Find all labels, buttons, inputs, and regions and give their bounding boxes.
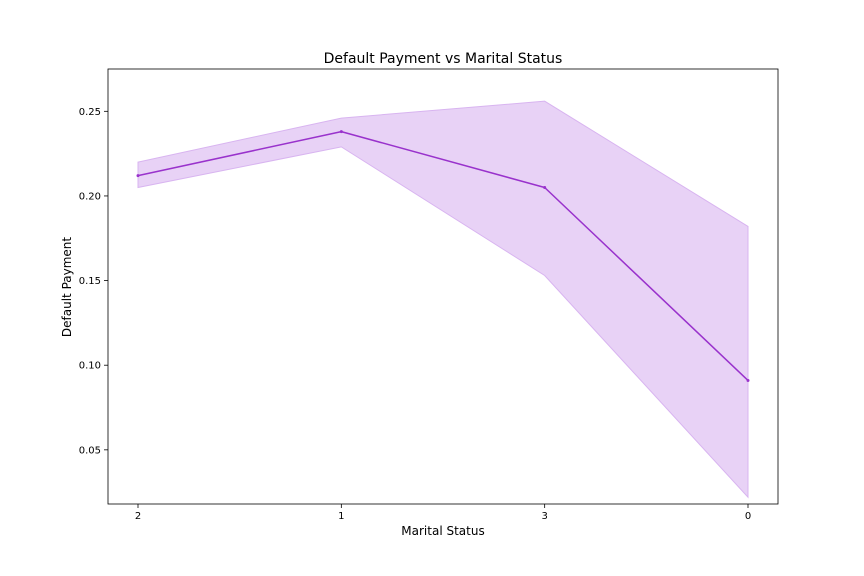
x-axis-label: Marital Status — [401, 524, 484, 538]
y-axis-label: Default Payment — [60, 237, 74, 337]
data-point — [746, 378, 750, 382]
y-tick-label: 0.15 — [79, 276, 101, 287]
y-tick-label: 0.25 — [79, 107, 101, 118]
x-tick-label: 3 — [541, 511, 547, 522]
data-point — [543, 185, 547, 189]
confidence-band — [137, 100, 749, 499]
series-line — [137, 130, 749, 381]
x-tick-label: 1 — [338, 511, 344, 522]
data-point — [136, 174, 140, 178]
y-tick-label: 0.20 — [79, 191, 101, 202]
y-tick-label: 0.10 — [79, 361, 101, 372]
y-tick-label: 0.05 — [79, 445, 101, 456]
plot-area: 2 1 3 0 0.05 0.10 0.15 0.20 0.25 — [79, 68, 779, 522]
chart-title: Default Payment vs Marital Status — [324, 51, 563, 67]
x-tick-label: 0 — [745, 511, 751, 522]
axes-frame — [107, 68, 779, 505]
x-tick-label: 2 — [135, 511, 141, 522]
data-point — [339, 130, 343, 134]
